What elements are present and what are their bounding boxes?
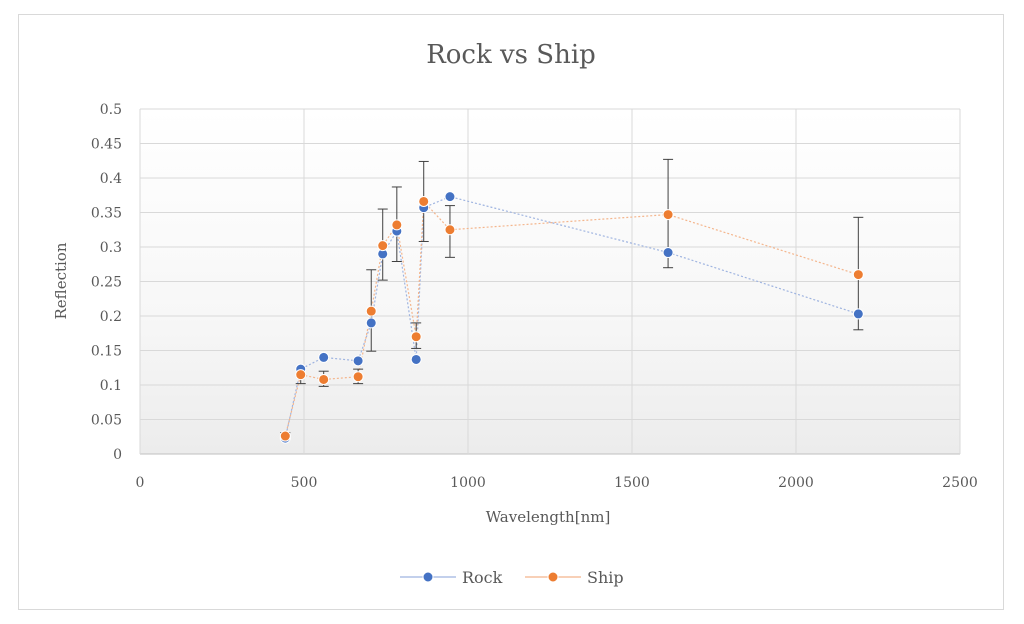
data-point-ship xyxy=(365,305,377,317)
x-tick-label: 1000 xyxy=(450,475,486,491)
legend-label-ship: Ship xyxy=(587,568,624,587)
data-point-ship xyxy=(418,195,430,207)
y-tick-label: 0.15 xyxy=(91,344,122,360)
y-tick-label: 0.45 xyxy=(91,137,122,153)
data-point-ship xyxy=(318,373,330,385)
data-point-rock xyxy=(852,308,864,320)
legend-marker-ship xyxy=(547,571,559,583)
data-point-ship xyxy=(410,331,422,343)
y-axis-label: Reflection xyxy=(52,242,70,319)
data-point-rock xyxy=(662,247,674,259)
data-point-ship xyxy=(444,224,456,236)
y-tick-label: 0.05 xyxy=(91,413,122,429)
data-point-ship xyxy=(295,369,307,381)
y-tick-label: 0 xyxy=(113,447,122,463)
data-point-ship xyxy=(352,371,364,383)
data-point-rock xyxy=(365,317,377,329)
x-tick-label: 1500 xyxy=(614,475,650,491)
x-axis-label: Wavelength[nm] xyxy=(486,508,611,526)
y-tick-label: 0.35 xyxy=(91,206,122,222)
legend-marker-rock xyxy=(422,571,434,583)
x-tick-label: 0 xyxy=(136,475,145,491)
data-point-rock xyxy=(352,355,364,367)
y-tick-label: 0.2 xyxy=(100,309,122,325)
y-tick-label: 0.5 xyxy=(100,102,122,118)
y-tick-label: 0.1 xyxy=(100,378,122,394)
y-tick-label: 0.4 xyxy=(100,171,122,187)
data-point-ship xyxy=(377,240,389,252)
data-point-rock xyxy=(318,351,330,363)
data-point-ship xyxy=(662,209,674,221)
data-point-ship xyxy=(279,430,291,442)
x-tick-label: 2000 xyxy=(778,475,814,491)
legend-label-rock: Rock xyxy=(462,568,503,587)
data-point-ship xyxy=(852,269,864,281)
plot-area: 0 0.05 0.1 0.15 0.2 0.25 0.3 0.35 0.4 0.45 0.5 0 500… xyxy=(91,102,978,491)
x-tick-label: 2500 xyxy=(942,475,978,491)
chart-title: Rock vs Ship xyxy=(426,40,596,70)
y-tick-label: 0.3 xyxy=(100,240,122,256)
data-point-ship xyxy=(391,219,403,231)
data-point-rock xyxy=(444,191,456,203)
y-tick-label: 0.25 xyxy=(91,275,122,291)
x-tick-label: 500 xyxy=(291,475,318,491)
data-point-rock xyxy=(410,353,422,365)
legend: Rock Ship xyxy=(400,568,624,587)
